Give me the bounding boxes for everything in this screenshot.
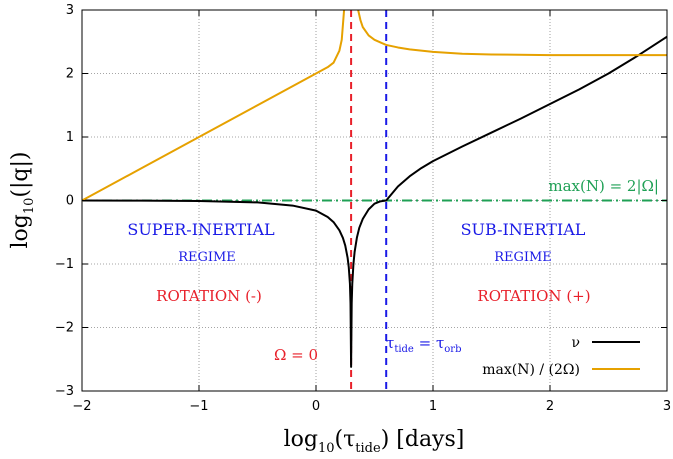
regime-annotations: SUPER-INERTIAL REGIME SUB-INERTIAL REGIM…: [127, 220, 590, 305]
y-label-sub: 10: [22, 198, 37, 215]
right-regime-line2: REGIME: [494, 250, 552, 265]
x-label-sub: 10: [318, 441, 335, 456]
y-tick-label: 2: [66, 67, 74, 82]
x-label-inner-sub: tide: [355, 441, 381, 456]
legend-label-maxn: max(N) / (2Ω): [482, 362, 580, 378]
max-n-equals-2omega-label: max(N) = 2|Ω|: [548, 177, 659, 195]
tau-tide-equals-tau-orb-label: τtide = τorb: [386, 334, 461, 355]
tau-tide-sub: tide: [394, 344, 414, 355]
x-tick-labels: −2 −1 0 1 2 3: [72, 399, 671, 414]
y-tick-labels: −3 −2 −1 0 1 2 3: [55, 3, 74, 399]
left-regime-line1: SUPER-INERTIAL: [127, 220, 275, 239]
omega-zero-label: Ω = 0: [274, 346, 318, 364]
right-regime-line1-text: SUB-INERTIAL: [461, 220, 586, 239]
x-tick-label: 3: [663, 399, 671, 414]
legend: ν max(N) / (2Ω): [482, 335, 640, 378]
y-tick-label: −3: [55, 384, 74, 399]
y-axis-label: log10(|q|): [8, 152, 37, 249]
left-regime-line2-text: REGIME: [178, 250, 236, 265]
x-label-close: ) [days]: [381, 427, 465, 452]
y-label-rest: (|q|): [8, 152, 33, 198]
left-regime-line1-text: SUPER-INERTIAL: [127, 220, 275, 239]
x-tick-label: 2: [546, 399, 554, 414]
y-tick-label: −1: [55, 257, 74, 272]
x-tick-label: −2: [72, 399, 91, 414]
x-label-open: (τ: [335, 427, 356, 452]
series-line-1-segment-0: [82, 10, 346, 202]
x-tick-label: −1: [189, 399, 208, 414]
y-tick-label: 0: [66, 194, 74, 209]
tau-tide-main: τ: [386, 334, 394, 352]
y-tick-label: 1: [66, 130, 74, 145]
right-rotation-label: ROTATION (+): [477, 287, 590, 305]
series: [82, 10, 667, 368]
legend-label-nu: ν: [571, 335, 580, 351]
x-label-main: log: [284, 427, 318, 452]
y-tick-label: 3: [66, 3, 74, 18]
x-tick-label: 0: [312, 399, 320, 414]
series-line-0-segment-0: [82, 35, 667, 368]
x-tick-label: 1: [429, 399, 437, 414]
left-rotation-label: ROTATION (-): [156, 287, 262, 305]
right-regime-line1: SUB-INERTIAL: [461, 220, 586, 239]
tau-tide-mid: = τ: [414, 334, 444, 352]
tau-orb-sub: orb: [444, 344, 461, 355]
x-axis-label: log10(τtide) [days]: [284, 427, 465, 456]
ticks: [81, 9, 668, 392]
left-regime-line2: REGIME: [178, 250, 236, 265]
y-label-main: log: [8, 214, 33, 248]
right-regime-line2-text: REGIME: [494, 250, 552, 265]
y-tick-label: −2: [55, 321, 74, 336]
series-line-1-segment-1: [357, 10, 667, 57]
